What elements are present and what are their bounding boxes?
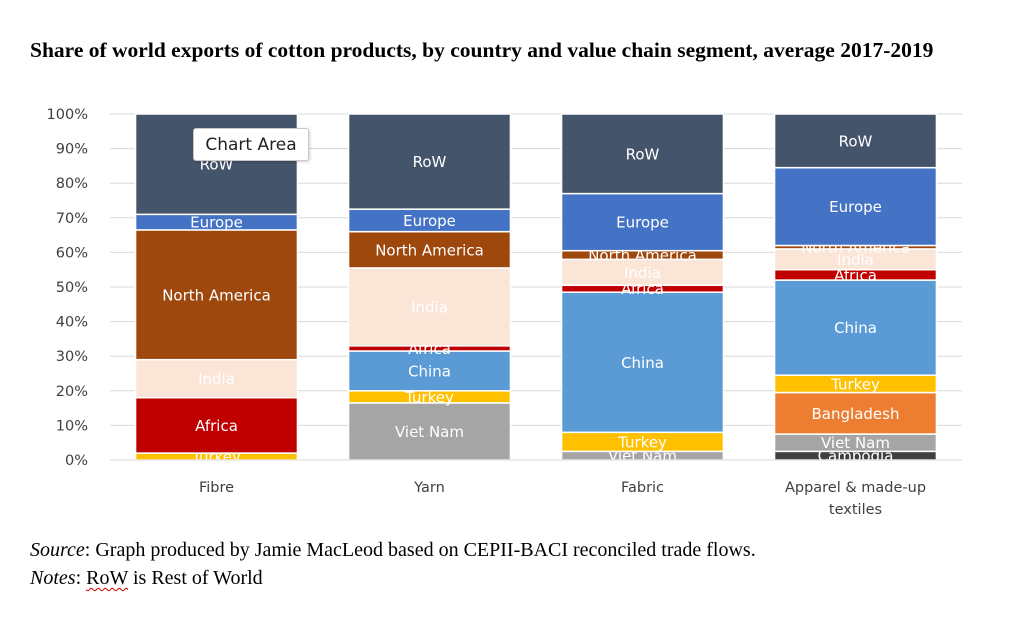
segment-label-row: RoW: [413, 153, 447, 171]
bar-segment-viet-nam-yarn: [347, 402, 512, 461]
notes-term: RoW: [86, 567, 128, 589]
bar-segment-china-fabric: [560, 291, 725, 434]
segment-label-turkey: Turkey: [830, 375, 880, 393]
segment-label-africa: Africa: [195, 417, 238, 435]
bar-segment-row-fabric: [560, 113, 725, 195]
segment-label-africa: Africa: [834, 266, 877, 284]
segment-label-india: India: [624, 264, 661, 282]
chart-title: Share of world exports of cotton product…: [30, 38, 934, 62]
source-label: Source: [30, 539, 85, 561]
y-tick-label: 70%: [56, 211, 88, 227]
segment-label-europe: Europe: [616, 214, 669, 232]
bar-segment-north-america-fibre: [134, 229, 299, 361]
segment-label-turkey: Turkey: [617, 433, 667, 451]
bar-segment-india-fibre: [134, 358, 299, 399]
chart-area-tooltip: Chart Area: [193, 128, 309, 161]
bar-segment-india-yarn: [347, 267, 512, 347]
bar-segment-row-apparel-made-up-textiles: [773, 113, 938, 169]
segment-label-viet-nam: Viet Nam: [821, 434, 890, 452]
y-tick-label: 0%: [65, 453, 88, 469]
segment-label-row: RoW: [626, 145, 660, 163]
segment-label-europe: Europe: [190, 214, 243, 232]
segment-label-europe: Europe: [403, 212, 456, 230]
segment-label-north-america: North America: [162, 286, 271, 304]
segment-label-bangladesh: Bangladesh: [812, 405, 900, 423]
bar-segment-row-yarn: [347, 113, 512, 210]
x-tick-label: Apparel & made-up textiles: [785, 480, 926, 518]
segment-label-india: India: [837, 251, 874, 269]
segment-label-india: India: [411, 298, 448, 316]
source-text: : Graph produced by Jamie MacLeod based …: [84, 539, 756, 561]
y-tick-label: 60%: [56, 245, 88, 261]
source-note: Source: Graph produced by Jamie MacLeod …: [30, 537, 756, 563]
y-tick-label: 20%: [56, 384, 88, 400]
bar-segment-bangladesh-apparel-made-up-textiles: [773, 391, 938, 435]
segment-label-row: RoW: [839, 132, 873, 150]
x-tick-label: Fabric: [621, 480, 664, 496]
notes-note: Notes: RoW is Rest of World: [30, 567, 263, 589]
bar-segment-europe-fabric: [560, 192, 725, 252]
y-tick-label: 90%: [56, 142, 88, 158]
segment-label-europe: Europe: [829, 198, 882, 216]
segment-label-china: China: [408, 362, 451, 380]
y-tick-label: 50%: [56, 280, 88, 296]
x-tick-label: Yarn: [413, 480, 445, 496]
bar-segment-africa-fibre: [134, 396, 299, 454]
bar-segment-europe-apparel-made-up-textiles: [773, 166, 938, 247]
y-tick-label: 30%: [56, 349, 88, 365]
y-tick-label: 100%: [47, 107, 88, 123]
notes-rest: is Rest of World: [127, 567, 263, 589]
segment-label-viet-nam: Viet Nam: [395, 423, 464, 441]
y-tick-label: 80%: [56, 176, 88, 192]
x-tick-label: Fibre: [199, 480, 234, 496]
y-tick-label: 40%: [56, 315, 88, 331]
segment-label-india: India: [198, 370, 235, 388]
y-tick-label: 10%: [56, 418, 88, 434]
notes-label: Notes: [30, 567, 76, 589]
bar-segment-china-apparel-made-up-textiles: [773, 279, 938, 376]
segment-label-china: China: [834, 319, 877, 337]
segment-label-china: China: [621, 354, 664, 372]
segment-label-north-america: North America: [375, 241, 484, 259]
segment-label-turkey: Turkey: [404, 388, 454, 406]
